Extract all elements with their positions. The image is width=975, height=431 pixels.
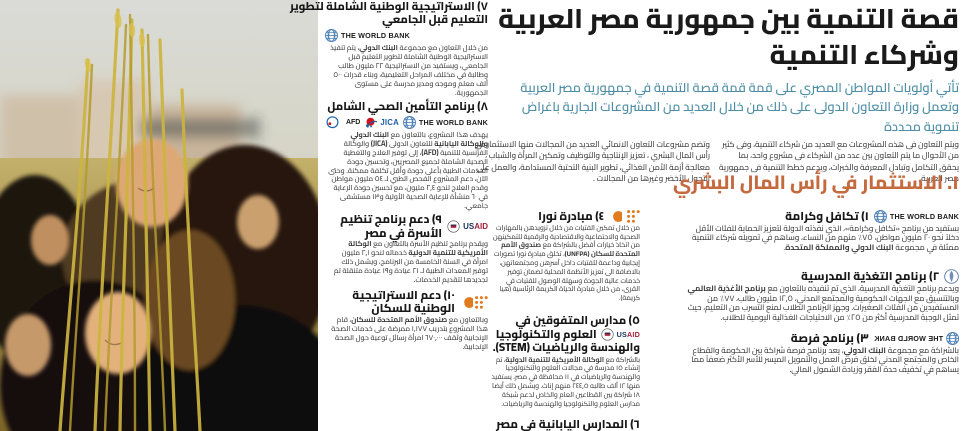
svg-text:UNFPA: UNFPA [460,301,465,305]
svg-text:UNFPA: UNFPA [609,216,614,220]
